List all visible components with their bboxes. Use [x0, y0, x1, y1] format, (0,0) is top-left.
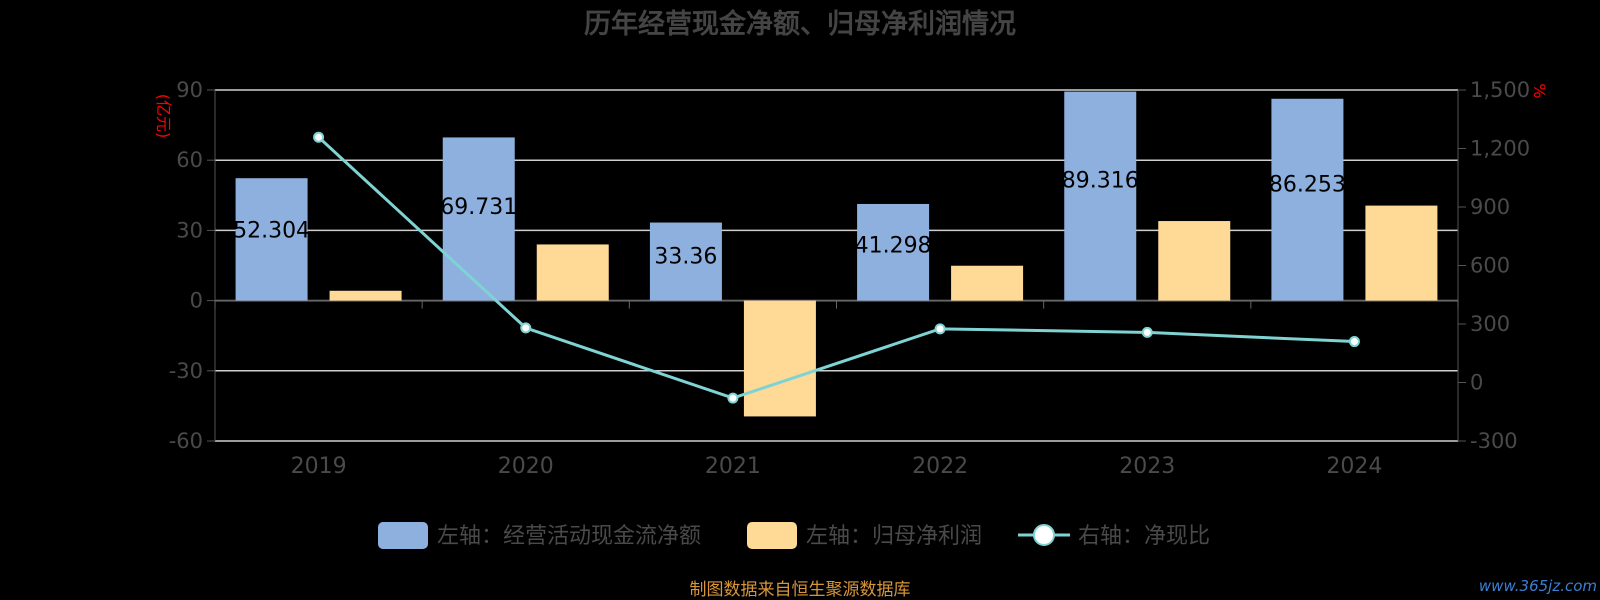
left-axis-tick-label: 30 — [176, 218, 203, 242]
left-axis-tick-label: -60 — [169, 429, 203, 453]
x-axis-label: 2020 — [498, 454, 554, 479]
bar-net-profit — [1365, 205, 1438, 301]
x-axis-label: 2022 — [912, 454, 968, 479]
bar-net-profit — [329, 290, 402, 301]
data-label-operating-cash-flow: 52.304 — [233, 219, 310, 244]
bar-operating-cash-flow — [649, 222, 722, 301]
bars — [235, 91, 1438, 417]
legend-swatch-net-profit — [747, 522, 797, 549]
axes: 9060300-30-601,5001,2009006003000-300(亿元… — [154, 78, 1549, 479]
right-axis-tick-label: 1,200 — [1470, 137, 1530, 161]
bar-operating-cash-flow — [857, 203, 930, 301]
line-point-net-cash-ratio — [1141, 326, 1153, 338]
right-axis-tick-label: 600 — [1470, 254, 1510, 278]
left-axis-tick-label: 90 — [176, 78, 203, 102]
legend-marker-net-cash-ratio — [1033, 524, 1055, 546]
right-axis-unit: % — [1530, 83, 1549, 98]
chart-title: 历年经营现金净额、归母净利润情况 — [584, 8, 1016, 40]
right-axis-tick-label: 1,500 — [1470, 78, 1530, 102]
line-point-net-cash-ratio — [1348, 336, 1360, 348]
line-point-net-cash-ratio — [520, 322, 532, 334]
left-axis-tick-label: 0 — [190, 289, 203, 313]
right-axis-tick-label: -300 — [1470, 429, 1518, 453]
bar-net-profit — [1158, 221, 1231, 301]
bar-net-profit — [743, 300, 816, 417]
legend-label-net-profit: 左轴：归母净利润 — [806, 524, 982, 549]
line-point-net-cash-ratio — [727, 392, 739, 404]
line-series — [313, 131, 1360, 404]
bar-net-profit — [951, 265, 1024, 301]
data-label-operating-cash-flow: 41.298 — [855, 234, 932, 259]
line-net-cash-ratio — [317, 136, 1355, 400]
source-note: 制图数据来自恒生聚源数据库 — [690, 580, 911, 600]
left-axis-tick-label: -30 — [169, 359, 203, 383]
data-label-operating-cash-flow: 69.731 — [440, 195, 517, 220]
left-axis-tick-label: 60 — [176, 148, 203, 172]
watermark: www.365jz.com — [1479, 577, 1597, 595]
bar-operating-cash-flow — [442, 137, 515, 301]
data-label-operating-cash-flow: 33.36 — [654, 244, 717, 269]
data-label-operating-cash-flow: 86.253 — [1269, 173, 1346, 198]
data-label-operating-cash-flow: 89.316 — [1062, 168, 1139, 193]
line-point-net-cash-ratio — [313, 131, 325, 143]
bar-operating-cash-flow — [1271, 98, 1344, 301]
x-axis-label: 2021 — [705, 454, 761, 479]
right-axis-tick-label: 300 — [1470, 312, 1510, 336]
right-axis-tick-label: 0 — [1470, 371, 1483, 395]
line-point-net-cash-ratio — [934, 323, 946, 335]
x-axis-label: 2019 — [291, 454, 347, 479]
x-axis-label: 2024 — [1326, 454, 1382, 479]
legend-swatch-operating-cash-flow — [378, 522, 428, 549]
legend: 左轴：经营活动现金流净额 左轴：归母净利润 右轴：净现比 — [378, 522, 1210, 549]
data-labels: 52.304 69.731 33.36 41.298 89.316 86.253 — [233, 168, 1346, 269]
bar-net-profit — [536, 244, 609, 301]
left-axis-unit: (亿元) — [154, 94, 173, 139]
legend-label-net-cash-ratio: 右轴：净现比 — [1078, 524, 1210, 549]
right-axis-tick-label: 900 — [1470, 195, 1510, 219]
legend-label-operating-cash-flow: 左轴：经营活动现金流净额 — [437, 524, 701, 549]
x-axis-label: 2023 — [1119, 454, 1175, 479]
bar-operating-cash-flow — [1064, 91, 1137, 301]
bar-operating-cash-flow — [235, 178, 308, 301]
